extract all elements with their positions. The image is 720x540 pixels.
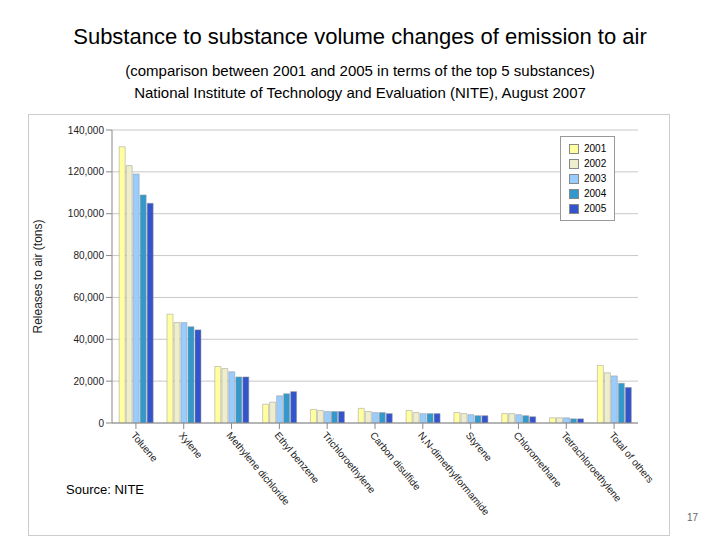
svg-text:Trichloroethylene: Trichloroethylene — [320, 430, 378, 496]
html-text:Substance to substance volume: Substance to substance volume changes of… — [73, 24, 647, 49]
svg-text:60,000: 60,000 — [73, 292, 104, 303]
html-text:2005: 2005 — [584, 203, 607, 214]
html-text:National Institute of Technolo: National Institute of Technology and Eva… — [134, 84, 586, 101]
svg-text:Toluene: Toluene — [129, 430, 160, 464]
svg-text:0: 0 — [98, 418, 104, 429]
html-text:(comparison between 2001 and 2: (comparison between 2001 and 2005 in ter… — [125, 62, 595, 79]
svg-text:Ethyl benzene: Ethyl benzene — [272, 430, 321, 486]
svg-text:100,000: 100,000 — [68, 208, 105, 219]
svg-text:80,000: 80,000 — [73, 250, 104, 261]
html-text:2004: 2004 — [584, 188, 607, 199]
svg-text:Releases to air (tons): Releases to air (tons) — [31, 219, 45, 333]
svg-text:Carbon disulfide: Carbon disulfide — [368, 430, 423, 493]
svg-text:Tetrachloroethylene: Tetrachloroethylene — [559, 429, 624, 504]
svg-text:120,000: 120,000 — [68, 166, 105, 177]
html-text:17: 17 — [686, 512, 698, 523]
svg-text:Styrene: Styrene — [464, 430, 495, 464]
svg-text:20,000: 20,000 — [73, 376, 104, 387]
svg-text:Methylene dichloride: Methylene dichloride — [224, 429, 292, 508]
html-text:Source: NITE: Source: NITE — [66, 482, 144, 497]
svg-text:N,N-dimethylformamide: N,N-dimethylformamide — [415, 429, 492, 518]
html-text:2003: 2003 — [584, 173, 607, 184]
svg-text:Xylene: Xylene — [177, 430, 205, 461]
svg-text:40,000: 40,000 — [73, 334, 104, 345]
svg-text:Total of others: Total of others — [607, 430, 656, 485]
svg-text:140,000: 140,000 — [68, 125, 105, 136]
svg-text:Chloromethane: Chloromethane — [511, 430, 564, 490]
html-text:2001: 2001 — [584, 143, 607, 154]
html-text:2002: 2002 — [584, 158, 607, 169]
